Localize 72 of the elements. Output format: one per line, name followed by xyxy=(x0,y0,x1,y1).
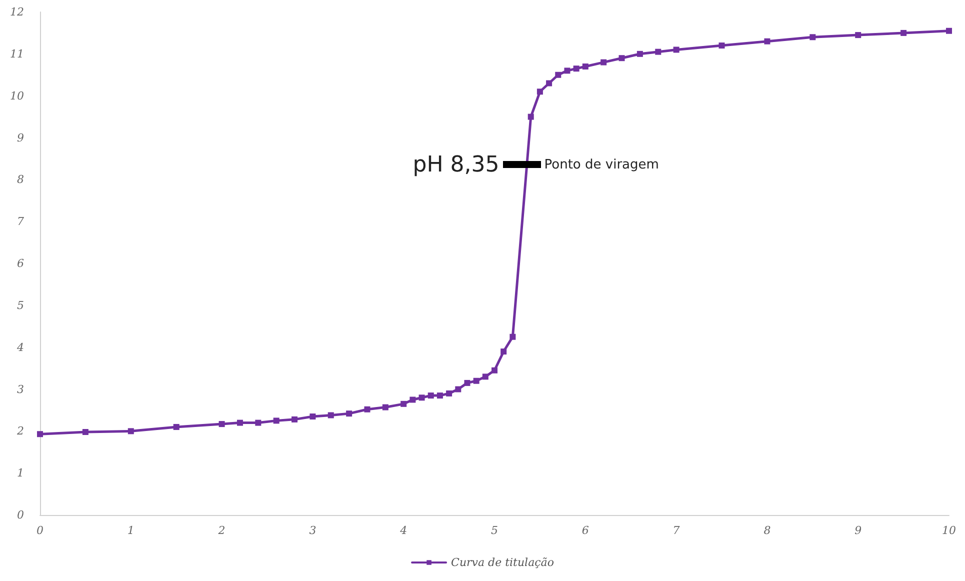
x-tick-label: 7 xyxy=(672,524,680,537)
point xyxy=(900,30,907,36)
y-tick-label: 7 xyxy=(17,215,24,228)
x-tick-label: 2 xyxy=(217,524,226,537)
x-tick-label: 9 xyxy=(854,524,862,537)
point xyxy=(37,431,43,438)
point xyxy=(618,55,625,62)
point xyxy=(400,400,407,407)
x-tick-label: 6 xyxy=(582,524,589,537)
point xyxy=(382,404,388,410)
x-tick-label: 10 xyxy=(942,524,956,537)
y-tick-label: 9 xyxy=(17,131,24,144)
x-tick-label: 1 xyxy=(127,524,134,537)
point xyxy=(528,114,534,120)
point xyxy=(582,63,588,70)
point xyxy=(173,424,180,430)
y-tick-label: 0 xyxy=(17,508,24,522)
y-tick-label: 6 xyxy=(17,257,24,270)
point xyxy=(236,420,243,426)
point xyxy=(128,428,134,434)
point xyxy=(546,80,552,86)
y-tick-label: 2 xyxy=(16,424,24,438)
point xyxy=(273,418,280,424)
point xyxy=(446,390,452,396)
y-tick-label: 12 xyxy=(10,6,24,18)
point xyxy=(310,413,316,420)
point xyxy=(455,386,462,392)
point xyxy=(500,348,507,355)
y-tick-label: 8 xyxy=(17,173,24,186)
point xyxy=(328,412,334,418)
y-tick-label: 4 xyxy=(16,340,24,354)
point xyxy=(600,59,607,66)
point xyxy=(482,374,488,380)
point xyxy=(655,48,662,55)
legend-label: Curva de titulação xyxy=(451,556,554,569)
point xyxy=(464,380,470,386)
point xyxy=(473,378,480,384)
y-tick-label: 1 xyxy=(17,466,24,480)
point xyxy=(764,38,770,44)
point xyxy=(573,66,580,72)
annotation: Ponto de viragem xyxy=(544,157,659,172)
point xyxy=(255,420,262,426)
y-tick-label: 3 xyxy=(17,382,24,396)
point xyxy=(636,50,643,57)
point xyxy=(364,406,370,412)
x-tick-label: 8 xyxy=(764,524,771,537)
point xyxy=(718,42,725,49)
x-tick-label: 5 xyxy=(491,524,498,537)
point xyxy=(292,416,298,422)
point xyxy=(410,396,416,403)
point xyxy=(346,410,352,417)
point xyxy=(946,28,952,34)
y-tick-label: 5 xyxy=(17,298,24,312)
point xyxy=(855,32,862,38)
y-tick-label: 10 xyxy=(10,89,24,102)
point xyxy=(218,421,225,428)
annotation: pH 8,35 xyxy=(412,152,500,178)
point xyxy=(428,392,434,399)
point xyxy=(555,72,562,78)
point xyxy=(510,334,516,340)
y-tick-label: 11 xyxy=(10,47,24,60)
point xyxy=(436,392,443,399)
x-tick-label: 3 xyxy=(309,524,316,537)
point xyxy=(673,46,680,53)
point xyxy=(810,34,816,40)
point xyxy=(564,68,570,74)
point xyxy=(418,394,425,401)
point xyxy=(82,429,88,436)
x-tick-label: 0 xyxy=(36,524,44,537)
point xyxy=(536,88,543,95)
x-tick-label: 4 xyxy=(399,524,408,537)
point xyxy=(492,367,498,374)
